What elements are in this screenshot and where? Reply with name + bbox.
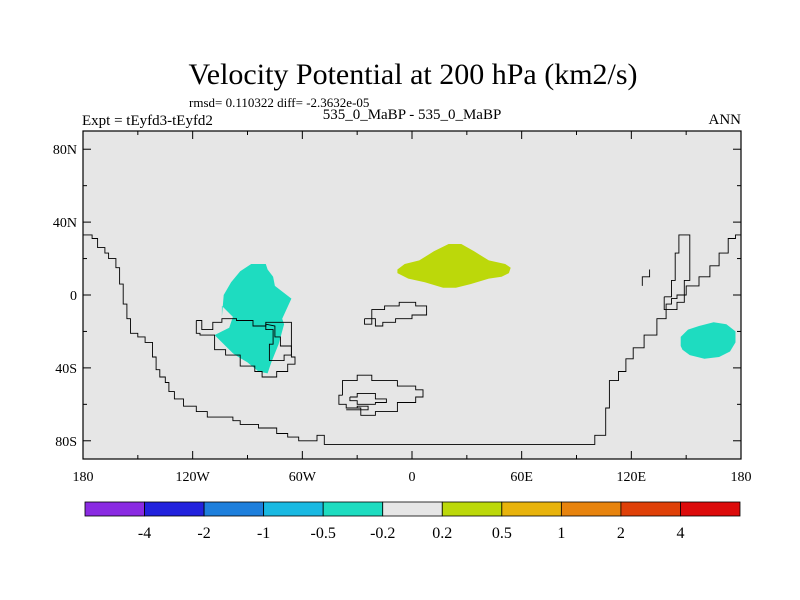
y-tick-label: 80S [55, 435, 77, 450]
x-tick-label: 120E [617, 470, 647, 485]
x-tick-label: 60E [510, 470, 533, 485]
colorbar-swatch [620, 501, 681, 517]
colorbar-swatch [144, 501, 205, 517]
colorbar-swatch [203, 501, 265, 517]
x-axis: 180 120W 60W 0 60E 120E 180 [73, 131, 752, 485]
colorbar-label: -1 [257, 525, 270, 542]
colorbar-swatch [382, 501, 443, 517]
season-label: ANN [709, 112, 742, 128]
y-tick-label: 40N [53, 216, 77, 231]
experiment-label: Expt = tEyfd3-tEyfd2 [82, 113, 213, 129]
y-axis: 80N 40N 0 40S 80S [53, 143, 741, 450]
x-tick-label: 60W [289, 470, 317, 485]
coastline-2 [265, 323, 292, 362]
colorbar-label: 0.2 [432, 525, 452, 542]
y-tick-label: 0 [70, 289, 77, 304]
coastline-5 [349, 392, 387, 405]
coastline-1 [195, 318, 296, 378]
anomaly-south-pacific-negative [680, 322, 736, 359]
colorbar-label: -4 [138, 525, 151, 542]
coastline-8 [641, 269, 651, 286]
coastline-6 [346, 405, 369, 411]
colorbar-label: -0.5 [311, 525, 336, 542]
map-panel: 180 120W 60W 0 60E 120E 180 80N 40N 0 40S 80S [53, 130, 752, 485]
y-tick-label: 40S [55, 362, 77, 377]
anomaly-fills [214, 244, 736, 374]
x-tick-label: 180 [73, 470, 94, 485]
colorbar-swatch [263, 501, 324, 517]
colorbar-swatch [680, 501, 741, 517]
colorbar-swatch [560, 501, 622, 517]
anomaly-western-hemisphere-negative [214, 264, 292, 374]
colorbar-label: -0.2 [370, 525, 395, 542]
coastline-0 [83, 234, 741, 445]
colorbar-swatch [322, 501, 384, 517]
x-tick-label: 120W [176, 470, 211, 485]
stats-label: rmsd= 0.110322 diff= -2.3632e-05 [189, 95, 369, 110]
colorbar-label: 4 [676, 525, 684, 542]
case-label: 535_0_MaBP - 535_0_MaBP [323, 107, 502, 123]
colorbar-label: 1 [557, 525, 565, 542]
chart-title: Velocity Potential at 200 hPa (km2/s) [188, 58, 637, 91]
colorbar-swatch [84, 501, 145, 517]
colorbar: -4 -2 -1 -0.5 -0.2 0.2 0.5 1 2 4 [84, 501, 741, 542]
coastline-3 [364, 301, 428, 327]
colorbar-label: -2 [197, 525, 210, 542]
x-tick-label: 180 [731, 470, 752, 485]
x-tick-label: 0 [409, 470, 416, 485]
anomaly-africa-positive [397, 244, 511, 288]
colorbar-swatch [501, 501, 562, 517]
y-tick-label: 80N [53, 143, 77, 158]
colorbar-label: 0.5 [492, 525, 512, 542]
coastlines [83, 234, 741, 445]
map-background [83, 131, 741, 459]
colorbar-swatch [441, 501, 503, 517]
colorbar-label: 2 [617, 525, 625, 542]
coastline-7 [663, 234, 691, 311]
